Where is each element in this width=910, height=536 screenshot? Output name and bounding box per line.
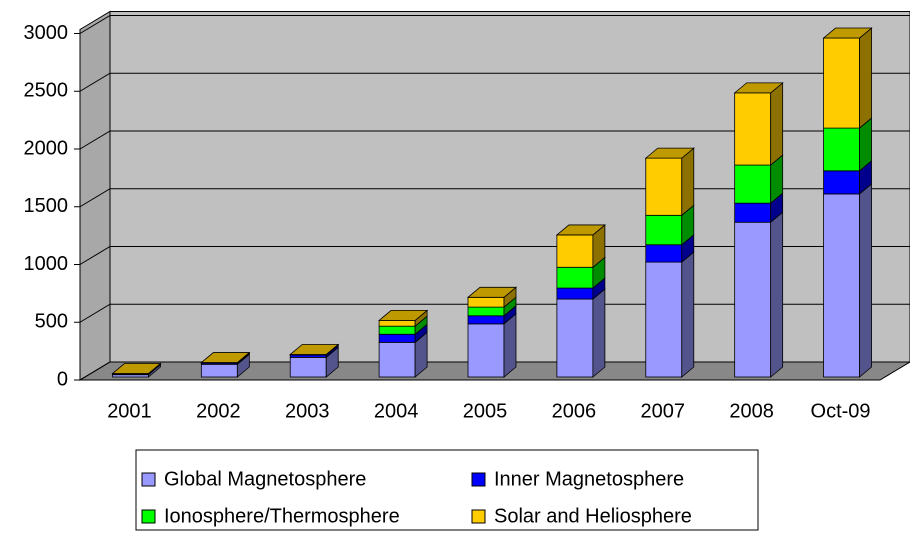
bar-segment xyxy=(378,341,416,378)
bar-segment xyxy=(556,266,594,289)
bar-side xyxy=(770,82,784,166)
bar-segment xyxy=(467,306,505,317)
grid-line xyxy=(79,188,910,208)
x-tick-label: 2007 xyxy=(641,400,686,422)
bar-segment xyxy=(823,37,860,129)
bar-segment xyxy=(556,298,594,378)
bar-side xyxy=(770,211,784,378)
bar-segment xyxy=(823,127,860,172)
bar-segment xyxy=(645,214,683,246)
bar-side xyxy=(503,313,517,378)
bar-side xyxy=(681,147,695,217)
y-tick-label: 1000 xyxy=(24,253,69,275)
bar-side xyxy=(592,288,606,378)
legend-swatch xyxy=(471,509,486,524)
grid-line xyxy=(79,246,910,265)
bar-top xyxy=(466,286,518,298)
bar-segment xyxy=(734,202,772,223)
bar-segment xyxy=(823,170,860,195)
x-tick-label: 2001 xyxy=(107,400,152,422)
grid-line xyxy=(79,15,910,34)
bar-segment xyxy=(467,323,505,378)
legend-swatch xyxy=(141,509,156,524)
legend-label: Ionosphere/Thermosphere xyxy=(164,505,400,527)
bar-side xyxy=(681,251,695,378)
bar-segment xyxy=(378,325,416,335)
side-wall xyxy=(79,10,111,381)
y-tick-label: 3000 xyxy=(24,22,69,44)
x-tick-label: 2005 xyxy=(463,400,508,422)
x-tick-label: 2008 xyxy=(729,400,774,422)
bar-top xyxy=(644,147,695,159)
legend-label: Solar and Heliosphere xyxy=(494,505,692,527)
bar-segment xyxy=(289,356,327,378)
bar-top xyxy=(733,82,784,94)
bar-top xyxy=(555,224,606,236)
legend-label: Inner Magnetosphere xyxy=(494,468,684,490)
grid-line xyxy=(79,72,910,92)
x-tick-label: 2004 xyxy=(374,400,419,422)
y-tick-label: 500 xyxy=(35,311,68,333)
grid-line xyxy=(79,361,910,381)
bar-top xyxy=(378,310,429,321)
bar-segment xyxy=(645,244,683,263)
bar-segment xyxy=(467,315,505,325)
bar-top xyxy=(200,352,251,363)
bar-segment xyxy=(734,92,772,166)
bar-segment xyxy=(378,333,416,343)
bar-segment xyxy=(823,193,860,378)
bar-segment xyxy=(645,261,683,378)
bar-top xyxy=(289,344,340,355)
y-tick-label: 1500 xyxy=(24,195,69,217)
bar-side xyxy=(859,27,872,129)
grid-line xyxy=(79,130,910,150)
bar-side xyxy=(859,183,872,378)
bar-segment xyxy=(200,363,238,378)
bar-segment xyxy=(378,320,416,327)
legend-box xyxy=(135,449,759,531)
x-tick-label: Oct-09 xyxy=(811,400,871,422)
x-tick-label: 2006 xyxy=(552,400,597,422)
x-tick-label: 2002 xyxy=(196,400,241,422)
y-tick-label: 2000 xyxy=(24,137,69,159)
bar-top xyxy=(111,363,162,374)
legend-swatch xyxy=(141,472,156,487)
bar-segment xyxy=(734,164,772,204)
y-tick-label: 0 xyxy=(57,368,68,390)
bar-top xyxy=(822,27,873,39)
bar-segment xyxy=(467,296,505,308)
legend-label: Global Magnetosphere xyxy=(164,468,366,490)
bar-segment xyxy=(556,287,594,300)
bar-segment xyxy=(556,234,594,268)
y-tick-label: 2500 xyxy=(24,80,69,102)
bar-segment xyxy=(645,157,683,216)
bar-segment xyxy=(734,221,772,378)
legend-swatch xyxy=(471,472,486,487)
x-tick-label: 2003 xyxy=(285,400,330,422)
grid-line xyxy=(79,303,910,323)
